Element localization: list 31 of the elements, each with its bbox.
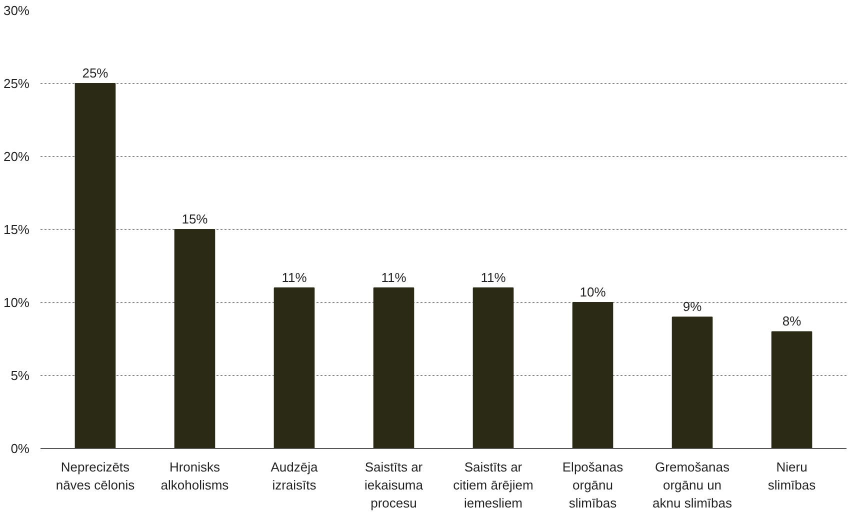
data-label: 11% — [480, 270, 506, 285]
bar — [373, 287, 414, 448]
y-tick-label: 0% — [10, 441, 30, 456]
y-tick-label: 20% — [3, 149, 30, 164]
x-tick-label: Saistīts ar citiem ārējiem iemesliem — [453, 460, 534, 510]
data-label: 8% — [782, 314, 802, 329]
x-tick-label: Hronisks alkoholisms — [160, 460, 230, 492]
bar — [174, 229, 216, 448]
y-tick-label: 5% — [10, 368, 30, 383]
data-label: 10% — [580, 284, 606, 300]
x-tick-label: Gremošanas orgānu un aknu slimības — [652, 460, 733, 510]
y-tick-label: 15% — [3, 222, 30, 237]
bar — [74, 83, 116, 448]
bar — [672, 316, 713, 448]
data-label: 25% — [82, 66, 109, 80]
x-tick-label: Nieru slimības — [768, 460, 816, 492]
y-tick-label: 30% — [3, 3, 30, 18]
x-tick-label: Saistīts ar iekaisuma procesu — [364, 460, 424, 510]
data-label: 9% — [682, 299, 702, 314]
x-tick-label: Elpošanas orgānu slimības — [562, 460, 624, 510]
bar — [472, 287, 514, 448]
data-label: 11% — [381, 270, 407, 285]
data-label: 15% — [182, 212, 208, 226]
bar — [274, 287, 315, 448]
y-tick-label: 10% — [3, 295, 30, 310]
bar — [771, 331, 812, 448]
bar — [572, 302, 614, 448]
x-tick-label: Neprecizēts nāves cēlonis — [56, 460, 136, 492]
y-tick-label: 25% — [3, 76, 30, 91]
x-tick-label: Audzēja izraisīts — [270, 460, 318, 492]
data-label: 11% — [282, 270, 308, 285]
